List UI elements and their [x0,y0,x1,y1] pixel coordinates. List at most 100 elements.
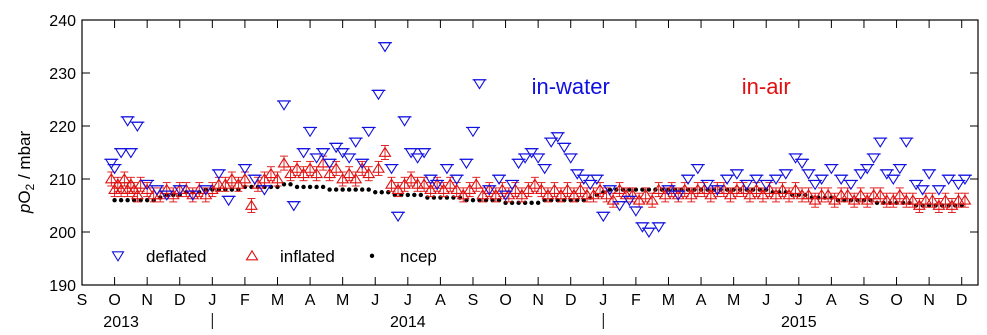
x-tick-label: N [532,292,544,309]
data-series [104,42,972,238]
point-deflated [834,174,848,185]
legend-marker-deflated [111,251,125,262]
y-axis: 190 200 210 220 230 240 [49,13,978,295]
point-ncep [535,200,541,206]
year-label: 2013 [103,314,139,331]
point-ncep [627,187,632,192]
point-ncep [503,200,508,206]
point-deflated [730,169,744,180]
point-deflated [277,100,291,111]
point-deflated [114,148,128,159]
point-deflated [958,174,972,185]
x-tick-label: J [762,292,770,309]
x-tick-label: M [271,292,284,309]
point-deflated [411,153,425,164]
x-tick-label: D [956,292,968,309]
point-deflated [909,179,923,191]
point-ncep [327,187,332,192]
year-label: 2015 [781,314,817,331]
point-ncep [418,192,424,198]
y-tick-label: 240 [49,13,76,30]
point-ncep [425,195,430,200]
point-ncep [288,182,293,187]
point-ncep [607,187,613,192]
x-tick-label: N [923,292,935,309]
legend-entry-ncep: ncep [369,247,437,266]
point-deflated [525,148,539,159]
legend-entry-inflated: inflated [245,247,335,266]
plot-frame [81,19,979,286]
point-ncep [405,192,411,198]
point-ncep [386,190,391,195]
point-deflated [880,169,894,180]
x-tick-label: M [727,292,740,309]
point-deflated [473,79,486,90]
y-tick-label: 230 [49,66,76,83]
point-ncep [451,195,456,200]
point-ncep [379,190,384,195]
point-deflated [404,148,418,159]
point-deflated [951,179,965,191]
point-deflated [860,164,874,175]
point-ncep [529,200,534,206]
point-ncep [353,187,358,192]
x-tick-label: D [174,292,186,309]
point-deflated [466,126,480,138]
point-deflated [121,116,135,127]
point-deflated [518,153,532,164]
point-ncep [301,184,306,190]
point-ncep [307,184,313,190]
point-ncep [646,187,652,192]
x-tick-label: O [890,292,902,309]
point-deflated [922,169,936,180]
point-ncep [509,200,515,206]
point-deflated [635,222,649,233]
year-axis: 2013 2014 2015 [103,313,817,331]
point-deflated [378,42,392,53]
point-ncep [294,184,300,190]
annotation-label: in-water [532,74,610,99]
point-ncep [118,198,124,203]
x-tick-label: S [468,292,479,309]
x-tick-label: F [240,292,250,309]
point-deflated [512,158,526,170]
point-deflated [372,89,385,101]
point-deflated [336,148,350,159]
point-deflated [349,137,363,148]
x-tick-label: J [208,292,216,309]
annotations: in-water in-air [532,74,791,99]
x-tick-label: S [859,292,870,309]
point-deflated [570,169,584,180]
point-deflated [691,164,705,175]
point-ncep [346,187,352,192]
point-deflated [531,153,545,164]
legend-label: ncep [400,247,437,266]
point-deflated [815,174,829,185]
point-deflated [342,153,356,164]
point-ncep [412,192,417,198]
point-deflated [789,153,803,164]
point-deflated [893,164,907,175]
point-deflated [459,158,473,170]
y-axis-label-subscript: 2 [23,183,37,190]
point-deflated [544,137,558,148]
x-tick-label: O [499,292,511,309]
series-deflated [104,42,972,238]
point-deflated [873,137,887,148]
x-tick-label: J [404,292,412,309]
point-deflated [629,206,643,217]
legend-marker-ncep [369,253,375,259]
point-ncep [314,184,319,190]
point-deflated [398,116,412,127]
year-label: 2014 [390,314,426,331]
x-tick-label: J [795,292,803,309]
point-ncep [373,190,378,195]
y-axis-label: pO2 / mbar [15,131,37,215]
x-tick-label: F [631,292,641,309]
point-deflated [362,126,376,138]
point-deflated [551,132,565,143]
point-ncep [320,184,326,190]
legend-label: deflated [146,247,207,266]
annotation-label: in-air [742,74,791,99]
point-ncep [360,187,365,192]
